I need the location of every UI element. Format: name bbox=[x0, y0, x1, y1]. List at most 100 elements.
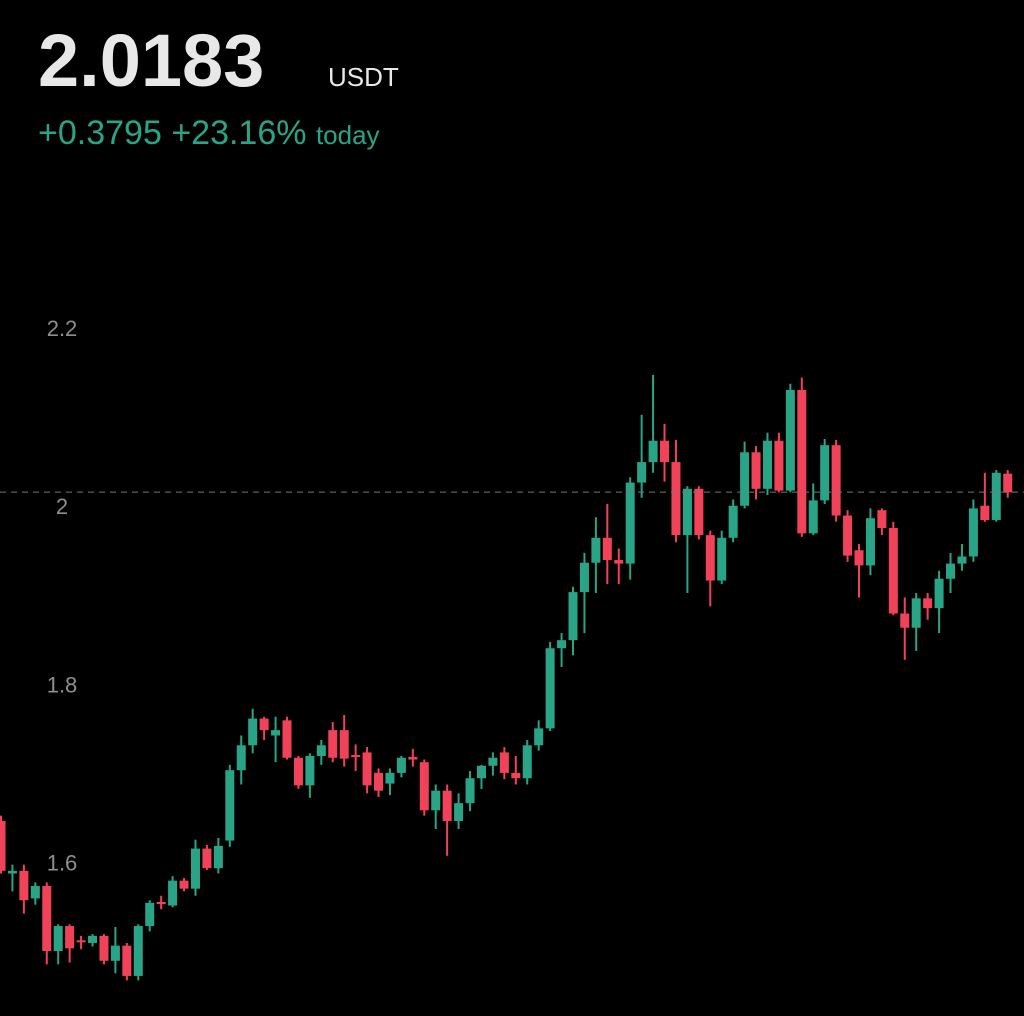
candle-body bbox=[88, 935, 98, 943]
candle-body bbox=[682, 488, 692, 536]
candle-body bbox=[30, 885, 40, 899]
candle-body bbox=[534, 728, 544, 746]
candle-body bbox=[499, 752, 509, 773]
candle-body bbox=[625, 482, 635, 564]
candle-body bbox=[396, 757, 406, 773]
candle-body bbox=[282, 720, 292, 758]
candle-body bbox=[808, 500, 818, 534]
candle-body bbox=[53, 926, 63, 951]
candle-body bbox=[740, 452, 750, 506]
candle-body bbox=[888, 527, 898, 614]
candle-body bbox=[946, 563, 956, 579]
candle-body bbox=[488, 757, 498, 766]
candle-body bbox=[911, 598, 921, 628]
candle-body bbox=[785, 389, 795, 491]
candle-body bbox=[751, 452, 761, 489]
candle-body bbox=[957, 556, 967, 564]
candle-body bbox=[728, 505, 738, 538]
candle-body bbox=[236, 745, 246, 771]
candle-body bbox=[65, 926, 75, 949]
candle-body bbox=[923, 598, 933, 609]
candle-body bbox=[831, 445, 841, 516]
candle-body bbox=[591, 537, 601, 563]
candle-body bbox=[854, 550, 864, 566]
candle-body bbox=[213, 845, 223, 869]
price: 2.0183 bbox=[38, 19, 264, 102]
candle-body bbox=[202, 848, 212, 869]
candle-body bbox=[522, 745, 532, 779]
candle-body bbox=[385, 772, 395, 784]
candle-body bbox=[660, 440, 670, 463]
candle-body bbox=[0, 820, 6, 871]
y-tick-label: 2.2 bbox=[47, 316, 78, 341]
candle-body bbox=[293, 757, 303, 786]
period: today bbox=[316, 120, 380, 150]
candle-body bbox=[717, 537, 727, 581]
candle-body bbox=[568, 592, 578, 641]
candle-body bbox=[980, 505, 990, 520]
candle-body bbox=[76, 940, 86, 943]
candle-body bbox=[465, 778, 475, 804]
candle-body bbox=[190, 848, 200, 889]
candle-body bbox=[339, 730, 349, 759]
candle-body bbox=[476, 765, 486, 779]
candle-body bbox=[579, 562, 589, 593]
candle-body bbox=[762, 440, 772, 489]
candle-body bbox=[374, 772, 384, 791]
candle-body bbox=[122, 945, 132, 976]
candle-body bbox=[968, 508, 978, 557]
candle-body bbox=[705, 535, 715, 581]
candle-body bbox=[934, 578, 944, 609]
candle-body bbox=[179, 880, 189, 889]
candle-body bbox=[602, 537, 612, 561]
candle-body bbox=[328, 730, 338, 758]
candle-body bbox=[774, 440, 784, 491]
candle-body bbox=[259, 718, 269, 731]
candle-body bbox=[637, 462, 647, 483]
candle-body bbox=[820, 445, 830, 501]
candle-body bbox=[408, 756, 418, 760]
candle-body bbox=[442, 790, 452, 821]
candle-body bbox=[133, 926, 143, 976]
candle-body bbox=[614, 560, 624, 564]
change-line: +0.3795 +23.16% today bbox=[38, 114, 380, 152]
candle-body bbox=[145, 902, 155, 927]
candle-body bbox=[511, 772, 521, 779]
y-tick-label: 1.6 bbox=[47, 850, 78, 875]
candle-body bbox=[991, 472, 1001, 520]
candle-body bbox=[843, 515, 853, 556]
candle-body bbox=[671, 462, 681, 536]
candle-body bbox=[545, 648, 555, 729]
candle-body bbox=[42, 885, 52, 951]
change: +0.3795 bbox=[38, 114, 162, 152]
candle-body bbox=[99, 935, 109, 961]
candle-body bbox=[168, 880, 178, 906]
candle-body bbox=[271, 730, 281, 736]
candle-body bbox=[431, 790, 441, 811]
candle-body bbox=[877, 510, 887, 528]
change-pct: +23.16% bbox=[171, 114, 306, 152]
candle-body bbox=[316, 745, 326, 756]
candle-body bbox=[648, 440, 658, 463]
candle-body bbox=[248, 718, 258, 746]
candle-body bbox=[900, 613, 910, 628]
candle-body bbox=[351, 755, 361, 758]
candle-body bbox=[1003, 473, 1013, 493]
candle-body bbox=[865, 518, 875, 566]
candle-body bbox=[362, 752, 372, 786]
candle-body bbox=[110, 945, 120, 961]
candle-body bbox=[454, 803, 464, 821]
candle-body bbox=[19, 870, 29, 901]
candle-body bbox=[557, 640, 567, 649]
y-tick-label: 1.8 bbox=[47, 672, 78, 697]
candle-body bbox=[7, 870, 17, 874]
y-tick-label: 2 bbox=[56, 494, 68, 519]
candle-body bbox=[305, 755, 315, 786]
candle-body bbox=[419, 762, 429, 811]
candle-body bbox=[225, 770, 235, 841]
unit: USDT bbox=[328, 62, 399, 92]
candle-body bbox=[156, 902, 166, 905]
candle-body bbox=[694, 488, 704, 536]
